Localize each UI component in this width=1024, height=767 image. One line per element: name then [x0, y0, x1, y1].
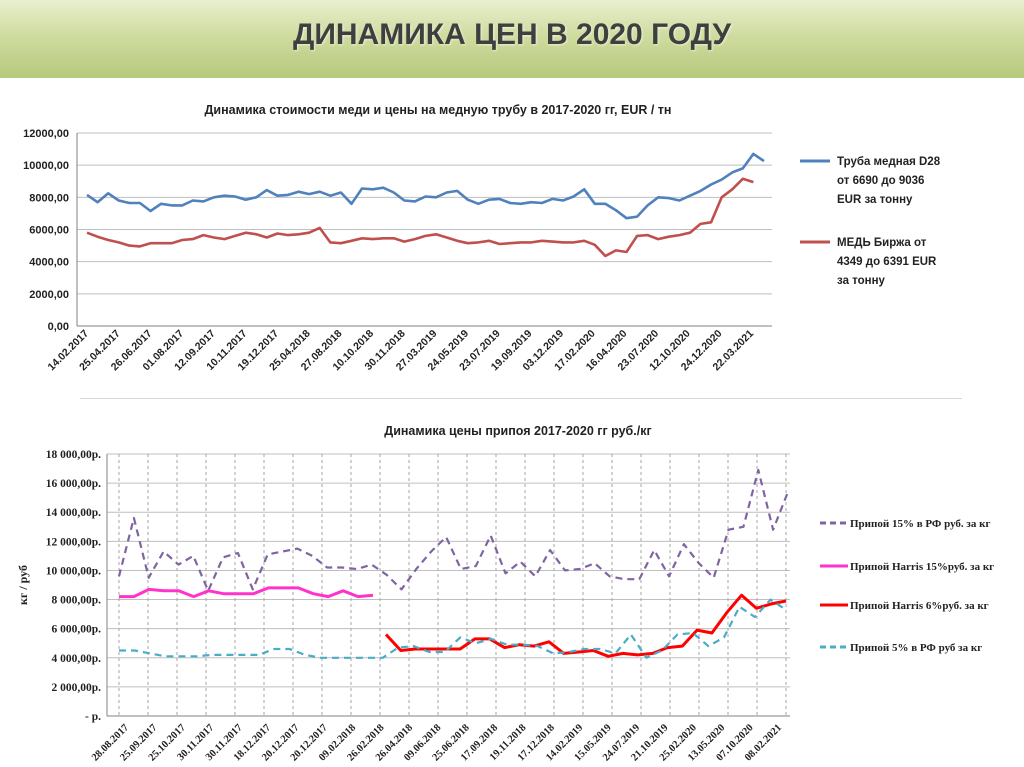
chart2-legend-label: Припой 5% в РФ руб за кг: [850, 642, 982, 654]
chart1-y-tick-label: 6000,00: [29, 225, 69, 237]
chart1-y-tick-label: 0,00: [48, 321, 69, 333]
chart-divider: [80, 398, 962, 399]
chart2-y-tick-label: 18 000,00р.: [46, 449, 101, 461]
chart2-y-tick-label: 16 000,00р.: [46, 478, 101, 490]
chart2-series-line-3: [119, 598, 787, 659]
chart1-y-tick-label: 12000,00: [23, 128, 69, 140]
chart1-y-tick-label: 4000,00: [29, 257, 69, 269]
title-banner: ДИНАМИКА ЦЕН В 2020 ГОДУ: [0, 0, 1024, 78]
chart1-series-line-0: [86, 152, 765, 220]
chart2-y-tick-label: 10 000,00р.: [46, 565, 101, 577]
chart2-y-tick-label: 6 000,00р.: [51, 624, 101, 636]
copper-price-chart: Динамика стоимости меди и цены на медную…: [23, 103, 941, 373]
chart2-series-line-1: [119, 586, 374, 599]
chart1-legend-label: Труба медная D28 от 6690 до 9036 EUR за то…: [837, 156, 941, 206]
chart2-y-tick-label: 12 000,00р.: [46, 536, 101, 548]
chart2-y-tick-label: 8 000,00р.: [51, 595, 101, 607]
chart2-series-line-0: [117, 468, 790, 592]
chart2-y-tick-label: 2 000,00р.: [51, 682, 101, 694]
chart2-y-tick-label: 4 000,00р.: [51, 653, 101, 665]
chart2-y-tick-label: - р.: [85, 711, 101, 723]
chart2-legend-label: Припой 15% в РФ руб. за кг: [850, 518, 990, 530]
chart2-series-line-2: [384, 593, 787, 658]
solder-price-chart: Динамика цены припоя 2017-2020 гг руб./к…: [16, 424, 994, 764]
chart1-series-line-1: [86, 177, 754, 258]
chart1-y-tick-label: 8000,00: [29, 192, 69, 204]
chart2-title: Динамика цены припоя 2017-2020 гг руб./к…: [384, 424, 651, 438]
chart2-legend-label: Припой Harris 15%руб. за кг: [850, 561, 994, 573]
page-title: ДИНАМИКА ЦЕН В 2020 ГОДУ: [292, 18, 732, 51]
chart1-y-tick-label: 10000,00: [23, 160, 69, 172]
chart2-y-axis-label: кг / руб: [16, 565, 30, 605]
chart1-y-tick-label: 2000,00: [29, 289, 69, 301]
chart1-title: Динамика стоимости меди и цены на медную…: [205, 103, 672, 117]
chart2-legend-label: Припой Harris 6%руб. за кг: [850, 600, 989, 612]
chart2-y-tick-label: 14 000,00р.: [46, 507, 101, 519]
chart1-legend-label: МЕДЬ Биржа от 4349 до 6391 EUR за тонну: [837, 237, 937, 287]
